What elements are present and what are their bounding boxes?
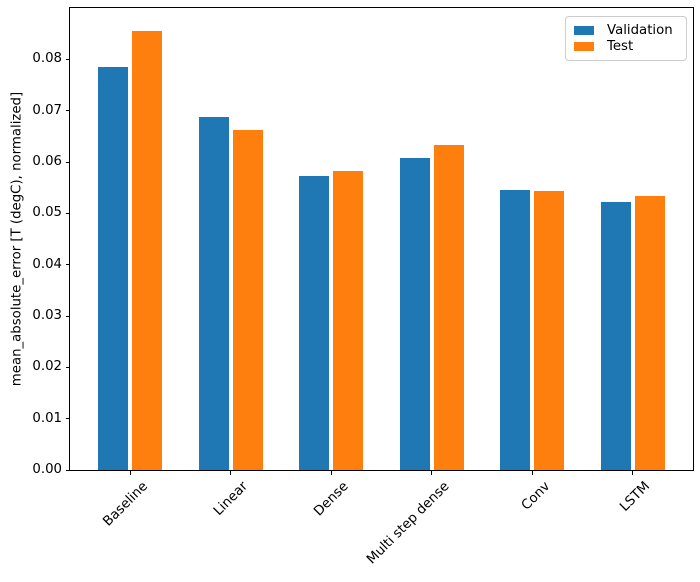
x-tick-label-lstm: LSTM	[617, 479, 654, 515]
y-tick-mark	[66, 366, 70, 368]
bar-test-linear	[232, 129, 263, 470]
x-tick-label-conv: Conv	[518, 479, 553, 514]
x-tick-mark	[632, 471, 634, 475]
y-tick-label: 0.04	[32, 256, 62, 272]
legend-item-validation: Validation	[574, 23, 678, 38]
y-tick-mark	[66, 161, 70, 163]
x-tick-label-multi-step-dense: Multi step dense	[364, 479, 453, 568]
x-tick-mark	[230, 471, 232, 475]
y-tick-label: 0.02	[32, 359, 62, 375]
y-tick-mark	[66, 264, 70, 266]
bar-test-lstm	[634, 196, 665, 470]
legend-label-test: Test	[607, 39, 634, 55]
legend-swatch-validation-icon	[574, 25, 594, 35]
y-tick-label: 0.07	[32, 102, 62, 118]
legend: Validation Test	[565, 16, 687, 61]
y-tick-mark	[66, 418, 70, 420]
y-tick-label: 0.01	[32, 410, 62, 426]
legend-item-test: Test	[574, 39, 678, 54]
bar-validation-multi-step-dense	[399, 158, 430, 470]
bar-validation-linear	[198, 117, 229, 470]
bar-validation-dense	[299, 176, 330, 470]
y-tick-mark	[66, 110, 70, 112]
x-tick-label-linear: Linear	[211, 479, 252, 519]
bar-test-baseline	[132, 31, 163, 470]
x-tick-label-dense: Dense	[311, 479, 352, 520]
legend-label-validation: Validation	[607, 22, 673, 38]
bar-test-multi-step-dense	[433, 144, 464, 470]
bar-validation-baseline	[98, 67, 129, 470]
y-tick-label: 0.00	[32, 462, 62, 477]
y-tick-label: 0.03	[32, 308, 62, 323]
y-tick-mark	[66, 469, 70, 471]
bar-test-conv	[534, 191, 565, 470]
bar-test-dense	[333, 170, 364, 470]
y-axis-label: mean_absolute_error [T (degC), normalize…	[9, 91, 25, 387]
x-tick-mark	[129, 471, 131, 475]
y-tick-mark	[66, 315, 70, 317]
bar-validation-conv	[500, 190, 531, 470]
x-tick-mark	[330, 471, 332, 475]
y-tick-mark	[66, 58, 70, 60]
x-tick-mark	[531, 471, 533, 475]
bar-validation-lstm	[600, 201, 631, 470]
y-tick-mark	[66, 212, 70, 214]
x-tick-mark	[431, 471, 433, 475]
y-tick-label: 0.06	[32, 154, 62, 169]
y-tick-label: 0.05	[32, 205, 62, 221]
x-tick-label-baseline: Baseline	[100, 479, 151, 530]
legend-swatch-test-icon	[574, 42, 594, 52]
y-tick-label: 0.08	[32, 51, 62, 67]
